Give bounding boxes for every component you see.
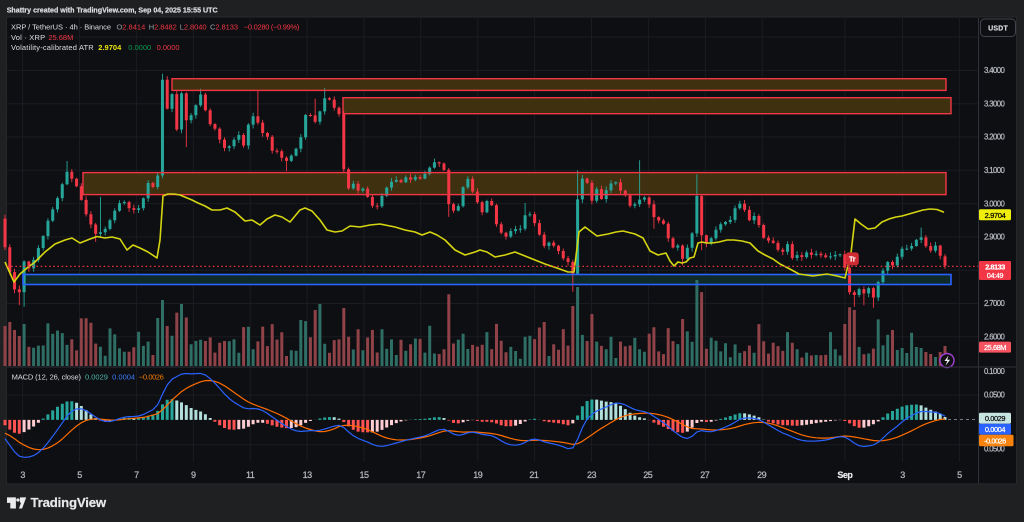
svg-text:0.0029: 0.0029 xyxy=(985,414,1005,423)
svg-text:USDT: USDT xyxy=(988,26,1008,33)
svg-text:3.4000: 3.4000 xyxy=(984,66,1006,75)
svg-text:3.1000: 3.1000 xyxy=(984,166,1006,175)
svg-text:27: 27 xyxy=(700,470,710,480)
svg-text:2.7000: 2.7000 xyxy=(984,299,1006,308)
svg-text:TradingView: TradingView xyxy=(31,495,107,510)
svg-text:Tr: Tr xyxy=(849,257,856,264)
svg-text:0.0004: 0.0004 xyxy=(985,425,1005,434)
svg-text:25.68M: 25.68M xyxy=(984,343,1006,352)
svg-text:2.8133: 2.8133 xyxy=(985,262,1005,271)
svg-text:2.6000: 2.6000 xyxy=(984,333,1006,342)
svg-text:29: 29 xyxy=(757,470,767,480)
svg-text:19: 19 xyxy=(473,470,483,480)
svg-text:13: 13 xyxy=(303,470,313,480)
svg-text:15: 15 xyxy=(359,470,369,480)
svg-text:21: 21 xyxy=(529,470,539,480)
svg-text:Sep: Sep xyxy=(837,470,853,480)
svg-text:5: 5 xyxy=(77,470,82,480)
svg-text:-0.0026: -0.0026 xyxy=(984,436,1006,445)
svg-text:0.1000: 0.1000 xyxy=(984,367,1006,376)
svg-text:3: 3 xyxy=(20,470,25,480)
svg-text:17: 17 xyxy=(416,470,426,480)
svg-text:7: 7 xyxy=(134,470,139,480)
svg-text:3: 3 xyxy=(900,470,905,480)
svg-text:3.3000: 3.3000 xyxy=(984,99,1006,108)
svg-text:3.0000: 3.0000 xyxy=(984,199,1006,208)
svg-text:2.9704: 2.9704 xyxy=(985,211,1006,220)
svg-text:25: 25 xyxy=(643,470,653,480)
svg-text:11: 11 xyxy=(246,470,255,480)
svg-text:Shattry created with TradingVi: Shattry created with TradingView.com, Se… xyxy=(7,6,218,14)
svg-text:23: 23 xyxy=(587,470,597,480)
svg-text:2.9000: 2.9000 xyxy=(984,233,1006,242)
svg-text:04:49: 04:49 xyxy=(987,271,1004,280)
svg-text:0.0500: 0.0500 xyxy=(984,444,1006,453)
svg-text:5: 5 xyxy=(957,470,962,480)
svg-text:9: 9 xyxy=(191,470,196,480)
svg-text:3.2000: 3.2000 xyxy=(984,133,1006,142)
svg-text:0.0500: 0.0500 xyxy=(984,391,1006,400)
